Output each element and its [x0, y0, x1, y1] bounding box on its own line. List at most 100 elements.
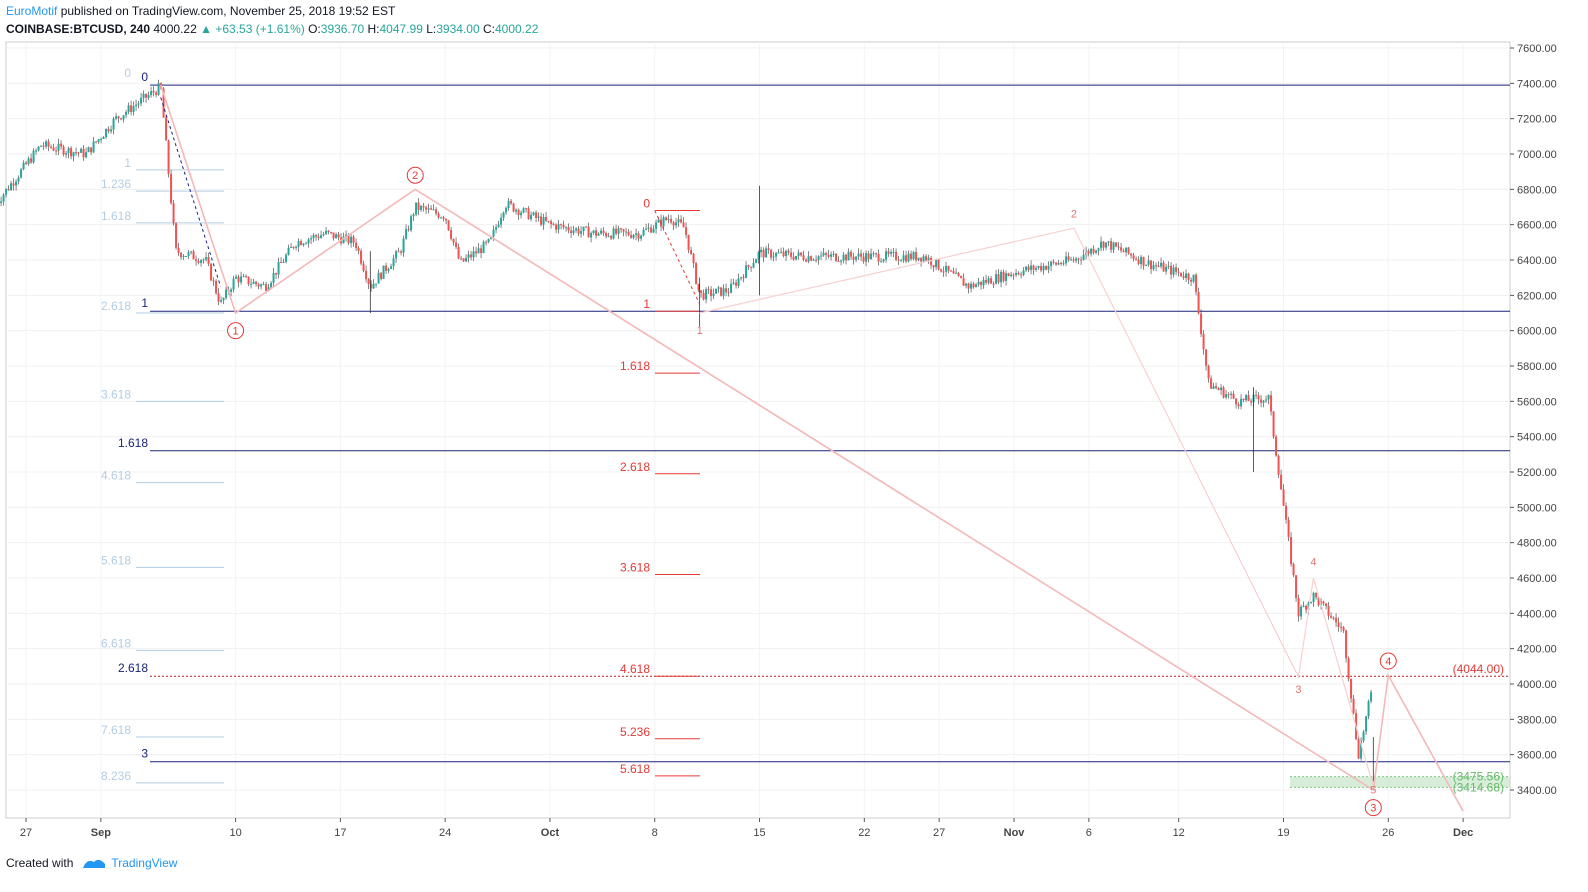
candle-body [257, 284, 260, 287]
candle-body [505, 207, 508, 213]
candle-body [1325, 603, 1328, 607]
x-tick-label: 6 [1086, 827, 1092, 839]
candle-body [822, 252, 825, 256]
candle-body [1327, 606, 1330, 616]
y-tick-label: 6000.00 [1517, 326, 1557, 338]
candle-body [47, 141, 50, 147]
candle-body [307, 239, 310, 244]
horizontal-level-label: 3 [141, 747, 148, 761]
candle-body [550, 221, 553, 225]
candle-body [357, 247, 360, 251]
candle-body [567, 227, 570, 231]
change-value: +63.53 (+1.61%) [215, 22, 305, 36]
candle-body [1337, 622, 1340, 627]
y-tick-label: 7600.00 [1517, 43, 1557, 55]
candle-body [165, 117, 168, 141]
candle-body [310, 238, 313, 240]
candle-body [1365, 716, 1368, 732]
candle-body [1302, 605, 1305, 607]
candle-body [1250, 400, 1253, 403]
candle-body [237, 276, 240, 283]
candle-body [190, 251, 193, 253]
candle-body [332, 232, 335, 239]
candle-body [1092, 248, 1095, 253]
candle-body [945, 265, 948, 272]
candle-body [955, 272, 958, 274]
candle-body [642, 229, 645, 236]
candle-body [1345, 630, 1348, 659]
candle-body [1280, 474, 1283, 490]
candle-body [715, 288, 718, 294]
candle-body [242, 276, 245, 278]
candle-body [942, 271, 945, 273]
candle-body [492, 229, 495, 237]
candle-body [847, 251, 850, 261]
candle-body [1075, 258, 1078, 261]
candle-body [1217, 388, 1220, 391]
candle-body [202, 259, 205, 261]
up-arrow-icon: ▲ [200, 22, 212, 36]
tradingview-brand-link[interactable]: TradingView [111, 856, 178, 870]
candle-body [1180, 272, 1183, 277]
candle-body [392, 258, 395, 267]
candle-body [705, 289, 708, 300]
candle-body [1135, 258, 1138, 260]
candle-body [935, 259, 938, 268]
candle-body [487, 238, 490, 243]
candle-body [835, 253, 838, 261]
candle-body [855, 256, 858, 260]
candle-body [1057, 262, 1060, 265]
y-tick-label: 4800.00 [1517, 538, 1557, 550]
candle-body [140, 97, 143, 104]
candle-body [225, 289, 228, 299]
candle-body [482, 241, 485, 253]
candle-body [132, 106, 135, 112]
candle-body [1165, 266, 1168, 272]
candle-body [90, 147, 93, 153]
candle-body [345, 234, 348, 237]
price-label: (3414.68) [1453, 780, 1504, 794]
candle-body [32, 150, 35, 163]
last-price: 4000.22 [153, 22, 197, 36]
candle-body [1322, 601, 1325, 604]
candle-body [7, 188, 10, 191]
fib-mid-label: 5.236 [620, 725, 650, 739]
wave-circle [227, 322, 245, 340]
candle-body [465, 257, 468, 262]
candle-body [232, 278, 235, 290]
candle-body [212, 280, 215, 282]
candle-body [495, 227, 498, 230]
candle-body [135, 104, 138, 107]
candle-body [1042, 266, 1045, 271]
tradingview-logo-icon [83, 859, 106, 868]
open-label: O: [308, 22, 321, 36]
candle-body [30, 158, 33, 163]
x-tick-label: Sep [91, 827, 111, 839]
candle-body [150, 91, 153, 95]
candle-body [752, 263, 755, 268]
x-tick-label: 8 [652, 827, 658, 839]
candle-body [337, 234, 340, 238]
candle-body [840, 260, 843, 262]
candle-body [1137, 259, 1140, 264]
candle-body [1132, 255, 1135, 259]
candle-body [27, 158, 30, 165]
candle-body [872, 253, 875, 255]
candle-body [520, 212, 523, 216]
fib-mid-label: 0 [643, 197, 650, 211]
fib-mid-label: 4.618 [620, 662, 650, 676]
candle-body [25, 162, 28, 165]
candle-body [1147, 260, 1150, 265]
author-link[interactable]: EuroMotif [6, 4, 58, 18]
wave-label-major: 4 [1385, 656, 1391, 668]
candle-body [175, 223, 178, 248]
wave-label-major: 1 [233, 326, 239, 338]
candle-body [697, 283, 700, 291]
candle-body [995, 274, 998, 284]
candle-body [410, 216, 413, 231]
candle-body [1062, 263, 1065, 265]
plot-area[interactable] [5, 41, 1511, 819]
candle-body [447, 220, 450, 231]
candle-body [1160, 262, 1163, 267]
